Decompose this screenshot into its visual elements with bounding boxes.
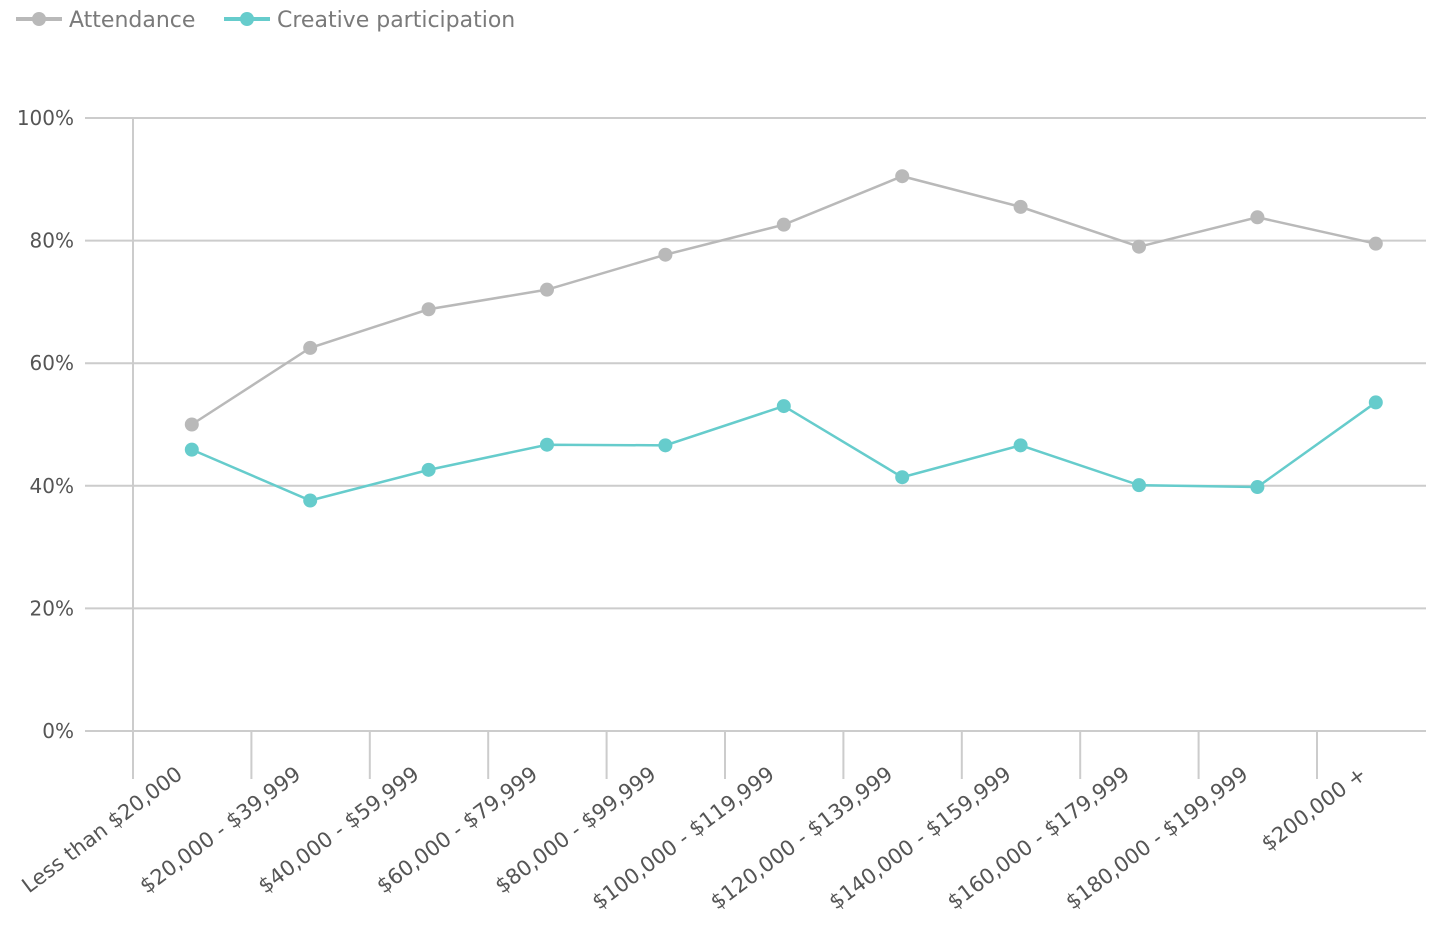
- legend-label: Creative participation: [277, 8, 515, 33]
- data-point: [421, 302, 436, 317]
- data-point: [1250, 210, 1265, 225]
- series-line: [191, 174, 1377, 426]
- data-point: [540, 437, 554, 452]
- legend-swatch-marker: [32, 12, 46, 26]
- data-point: [776, 217, 791, 232]
- data-point: [1132, 239, 1146, 254]
- legend: Attendance Creative participation: [16, 8, 515, 33]
- series-group: [184, 169, 1383, 508]
- data-point: [658, 438, 673, 453]
- data-point: [421, 462, 436, 477]
- data-point: [1368, 236, 1383, 251]
- y-tick-label: 60%: [30, 351, 74, 375]
- gridlines: [85, 117, 1426, 732]
- data-point: [184, 442, 199, 457]
- data-point: [1250, 480, 1265, 495]
- data-point: [658, 247, 673, 262]
- series-creative-participation: [184, 395, 1383, 508]
- data-point: [303, 493, 318, 508]
- data-point: [540, 282, 554, 297]
- y-tick-label: 20%: [30, 596, 74, 620]
- legend-item: Creative participation: [224, 8, 515, 33]
- data-point: [1132, 478, 1146, 493]
- legend-swatch-marker: [240, 12, 254, 26]
- y-tick-label: 100%: [17, 106, 74, 130]
- data-point: [303, 340, 318, 355]
- data-point: [895, 470, 910, 485]
- x-tick-label: $200,000 +: [1257, 762, 1371, 856]
- legend-item: Attendance: [16, 8, 195, 33]
- axes: 0%20%40%60%80%100%Less than $20,000$20,0…: [17, 106, 1371, 914]
- legend-label: Attendance: [69, 8, 195, 33]
- data-point: [1368, 395, 1383, 410]
- series-attendance: [184, 169, 1383, 432]
- y-tick-label: 80%: [30, 229, 74, 253]
- data-point: [1013, 438, 1028, 453]
- data-point: [895, 169, 910, 184]
- data-point: [776, 399, 791, 414]
- y-tick-label: 0%: [42, 719, 74, 743]
- data-point: [1013, 199, 1028, 214]
- data-point: [184, 417, 199, 432]
- y-tick-label: 40%: [30, 474, 74, 498]
